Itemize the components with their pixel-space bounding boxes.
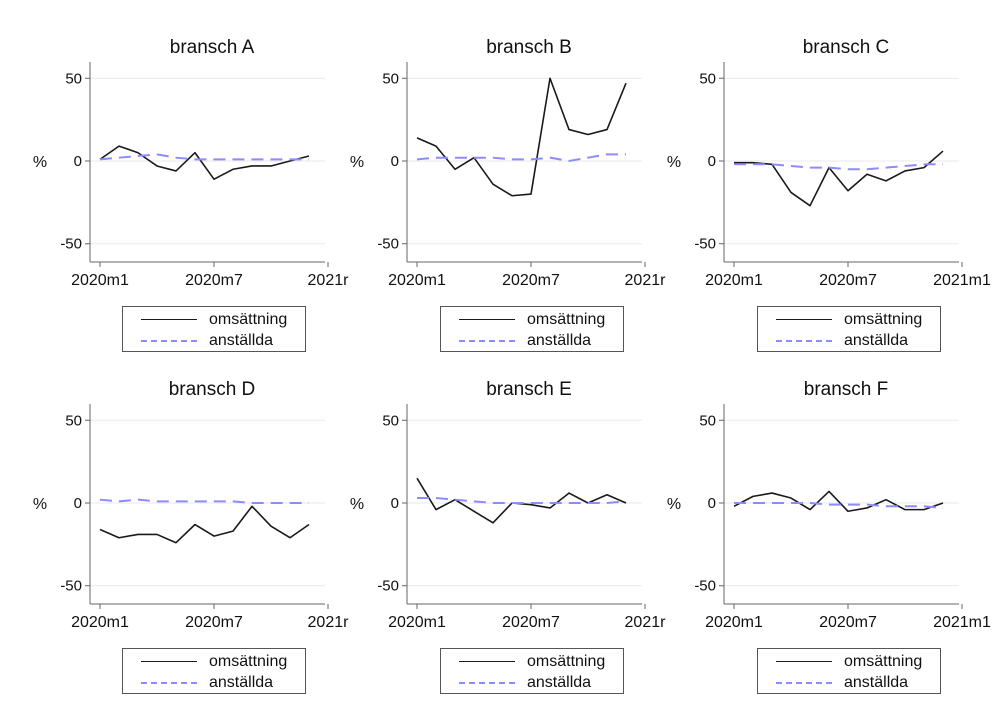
series-line-anstallda — [99, 498, 309, 504]
legend-label-omsattning: omsättning — [844, 653, 923, 670]
panel-title: bransch F — [804, 379, 888, 400]
y-axis-label: % — [350, 154, 364, 171]
y-tick-label: -50 — [60, 236, 82, 253]
x-tick-label: 2020m1 — [388, 272, 446, 289]
legend-label-anstallda: anställda — [844, 674, 909, 691]
y-tick-label: 50 — [382, 70, 399, 87]
x-tick-label: 2021m1 — [933, 272, 991, 289]
y-axis-label: % — [667, 496, 681, 513]
y-tick-label: 50 — [699, 70, 716, 87]
series-line-omsattning — [734, 150, 944, 207]
series-line-omsattning — [99, 145, 310, 180]
x-tick-label: 2021r — [308, 272, 350, 289]
y-tick-label: -50 — [694, 578, 716, 595]
legend-swatch-anstallda — [459, 340, 515, 342]
y-tick-label: -50 — [377, 236, 399, 253]
y-tick-label: -50 — [60, 578, 82, 595]
panel-title: bransch E — [486, 379, 572, 400]
x-tick-label: 2020m7 — [819, 614, 877, 631]
x-tick-label: 2021r — [308, 614, 350, 631]
legend-swatch-omsattning — [141, 661, 197, 662]
legend-panel-2: omsättning anställda — [440, 306, 624, 352]
legend-label-omsattning: omsättning — [209, 653, 288, 670]
y-tick-label: -50 — [694, 236, 716, 253]
x-tick-label: 2020m1 — [71, 614, 129, 631]
series-line-anstallda — [99, 153, 309, 161]
legend-label-anstallda: anställda — [527, 332, 592, 349]
legend-swatch-anstallda — [776, 340, 832, 342]
x-tick-label: 2020m7 — [502, 272, 560, 289]
legend-swatch-anstallda — [141, 682, 197, 684]
y-axis-label: % — [33, 496, 47, 513]
legend-swatch-anstallda — [459, 682, 515, 684]
legend-swatch-omsattning — [776, 319, 832, 320]
x-tick-label: 2020m1 — [388, 614, 446, 631]
x-tick-label: 2021r — [625, 614, 667, 631]
legend-panel-5: omsättning anställda — [440, 648, 624, 694]
y-tick-label: 50 — [699, 412, 716, 429]
legend-swatch-omsattning — [459, 661, 515, 662]
legend-swatch-omsattning — [776, 661, 832, 662]
x-tick-label: 2020m7 — [819, 272, 877, 289]
legend-swatch-anstallda — [141, 340, 197, 342]
y-axis-label: % — [33, 154, 47, 171]
x-tick-label: 2020m7 — [502, 614, 560, 631]
x-tick-label: 2020m1 — [705, 272, 763, 289]
panel-title: bransch B — [486, 37, 572, 58]
x-tick-label: 2020m7 — [185, 272, 243, 289]
x-tick-label: 2021m1 — [933, 614, 991, 631]
legend-swatch-omsattning — [459, 319, 515, 320]
y-tick-label: 50 — [382, 412, 399, 429]
legend-label-omsattning: omsättning — [527, 653, 606, 670]
legend-swatch-omsattning — [141, 319, 197, 320]
legend-label-omsattning: omsättning — [209, 311, 288, 328]
panel-title: bransch A — [170, 37, 255, 58]
x-tick-label: 2021r — [625, 272, 667, 289]
panel-title: bransch D — [169, 379, 256, 400]
y-axis-label: % — [350, 496, 364, 513]
panel-title: bransch C — [803, 37, 890, 58]
series-line-anstallda — [417, 497, 627, 504]
series-line-anstallda — [734, 502, 944, 509]
legend-label-anstallda: anställda — [209, 674, 274, 691]
legend-label-omsattning: omsättning — [844, 311, 923, 328]
y-axis-label: % — [667, 154, 681, 171]
series-line-omsattning — [416, 477, 627, 524]
x-tick-label: 2020m1 — [705, 614, 763, 631]
legend-label-anstallda: anställda — [844, 332, 909, 349]
series-line-omsattning — [99, 505, 310, 544]
legend-panel-4: omsättning anställda — [122, 648, 306, 694]
y-tick-label: 50 — [65, 412, 82, 429]
legend-label-omsattning: omsättning — [527, 311, 606, 328]
y-tick-label: 0 — [74, 153, 82, 170]
y-tick-label: 0 — [708, 495, 716, 512]
legend-label-anstallda: anställda — [527, 674, 592, 691]
legend-panel-6: omsättning anställda — [757, 648, 941, 694]
y-tick-label: 0 — [708, 153, 716, 170]
y-tick-label: 0 — [391, 495, 399, 512]
legend-label-anstallda: anställda — [209, 332, 274, 349]
legend-swatch-anstallda — [776, 682, 832, 684]
x-tick-label: 2020m1 — [71, 272, 129, 289]
y-tick-label: 0 — [391, 153, 399, 170]
y-tick-label: 0 — [74, 495, 82, 512]
series-line-anstallda — [734, 163, 943, 171]
y-tick-label: -50 — [377, 578, 399, 595]
series-line-omsattning — [416, 77, 627, 197]
x-tick-label: 2020m7 — [185, 614, 243, 631]
series-line-omsattning — [733, 490, 944, 513]
series-line-anstallda — [416, 153, 626, 163]
y-tick-label: 50 — [65, 70, 82, 87]
legend-panel-1: omsättning anställda — [122, 306, 306, 352]
legend-panel-3: omsättning anställda — [757, 306, 941, 352]
